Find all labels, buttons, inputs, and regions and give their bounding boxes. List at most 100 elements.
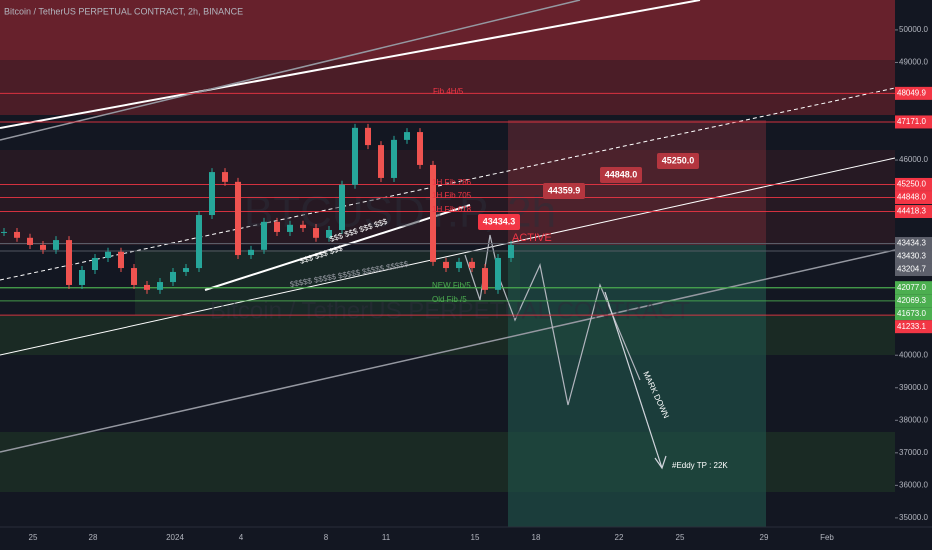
annotation: 1H Fib 705 <box>432 191 472 200</box>
x-tick-label: 11 <box>382 533 391 542</box>
price-label-bg <box>895 320 932 334</box>
chart-title: Bitcoin / TetherUS PERPETUAL CONTRACT, 2… <box>4 6 243 16</box>
candle <box>261 221 267 250</box>
candle <box>118 251 124 269</box>
candle <box>183 268 189 272</box>
trend-line <box>0 0 581 141</box>
y-tick-label: 36000.0 <box>899 480 928 489</box>
candle <box>456 261 462 269</box>
x-tick-label: 15 <box>471 533 480 542</box>
y-tick-label: 39000.0 <box>899 383 928 392</box>
annotation: Fib 4H/5 <box>433 87 464 96</box>
candle <box>209 172 215 216</box>
candle <box>66 240 72 285</box>
candle <box>391 139 397 178</box>
price-label-bg <box>895 281 932 295</box>
candle <box>196 215 202 269</box>
price-label-bg <box>895 294 932 308</box>
x-tick-label: 8 <box>324 533 329 542</box>
price-label-bg <box>895 177 932 191</box>
y-tick-label: 37000.0 <box>899 448 928 457</box>
callout-box <box>600 167 642 183</box>
trend-line <box>204 204 471 291</box>
price-label-bg <box>895 86 932 100</box>
candle <box>27 237 33 245</box>
candle <box>430 164 436 262</box>
candle <box>352 127 358 185</box>
y-tick-label: 46000.0 <box>899 155 928 164</box>
candle <box>79 270 85 285</box>
price-label: 43430.3 <box>897 252 926 261</box>
y-tick-label: 49000.0 <box>899 58 928 67</box>
price-label: 42077.0 <box>897 283 926 292</box>
arrow <box>604 291 663 469</box>
candle <box>1 231 7 233</box>
annotation: NEW Fib/5 <box>432 281 471 290</box>
callout-label: 44848.0 <box>605 169 638 179</box>
channel-line <box>0 249 896 453</box>
y-tick-label: 38000.0 <box>899 415 928 424</box>
candle <box>274 221 280 232</box>
candle <box>131 268 137 285</box>
target-zone <box>508 245 766 527</box>
price-label: 48049.9 <box>897 88 926 97</box>
annotation: 1H Fib 786 <box>432 178 472 187</box>
price-label-bg <box>895 237 932 251</box>
callout-label: 44359.9 <box>548 185 581 195</box>
price-label: 44848.0 <box>897 193 926 202</box>
candle <box>495 257 501 290</box>
x-tick-label: 25 <box>676 533 685 542</box>
price-label: 44418.3 <box>897 207 926 216</box>
candle <box>508 244 514 258</box>
candle <box>287 224 293 232</box>
y-tick-label: 40000.0 <box>899 350 928 359</box>
candle <box>417 132 423 165</box>
price-label: 45250.0 <box>897 180 926 189</box>
candle <box>14 231 20 238</box>
x-tick-label: 22 <box>615 533 624 542</box>
candle <box>339 184 345 230</box>
annotation: Old Fib /5 <box>432 295 467 304</box>
price-label: 43434.3 <box>897 239 926 248</box>
candle <box>157 282 163 290</box>
candle <box>40 244 46 250</box>
price-label-bg <box>895 205 932 219</box>
candle <box>222 172 228 182</box>
x-tick-label: 29 <box>760 533 769 542</box>
candle <box>469 261 475 269</box>
callout-box <box>543 183 585 199</box>
callout-label: 45250.0 <box>662 155 695 165</box>
price-label-bg <box>895 115 932 129</box>
candle <box>53 240 59 250</box>
x-tick-label: Feb <box>820 533 834 542</box>
candle <box>365 127 371 146</box>
arrow-head <box>654 455 667 470</box>
channel-line <box>0 157 896 356</box>
candle <box>326 229 332 238</box>
x-tick-label: 4 <box>239 533 244 542</box>
price-label-bg <box>895 191 932 205</box>
y-tick-label: 50000.0 <box>899 25 928 34</box>
candle <box>144 284 150 290</box>
price-label: 47171.0 <box>897 117 926 126</box>
x-tick-label: 25 <box>29 533 38 542</box>
price-label: 41673.0 <box>897 309 926 318</box>
price-label-bg <box>895 250 932 264</box>
resistance-zone-top <box>0 0 895 60</box>
callout-box <box>478 214 520 230</box>
candle <box>443 261 449 269</box>
x-tick-label: 2024 <box>166 533 184 542</box>
candle <box>300 224 306 229</box>
x-tick-label: 28 <box>89 533 98 542</box>
price-label: 42069.3 <box>897 296 926 305</box>
candle <box>235 181 241 256</box>
price-label-bg <box>895 307 932 321</box>
candle <box>482 268 488 290</box>
candle <box>313 228 319 238</box>
price-label-bg <box>895 263 932 277</box>
callout-box <box>657 153 699 169</box>
annotation: 1H Fib 618 <box>432 205 472 214</box>
candle <box>170 271 176 283</box>
watermark: Bitcoin / TetherUS PERPETUAL CONTRACT <box>210 297 690 324</box>
